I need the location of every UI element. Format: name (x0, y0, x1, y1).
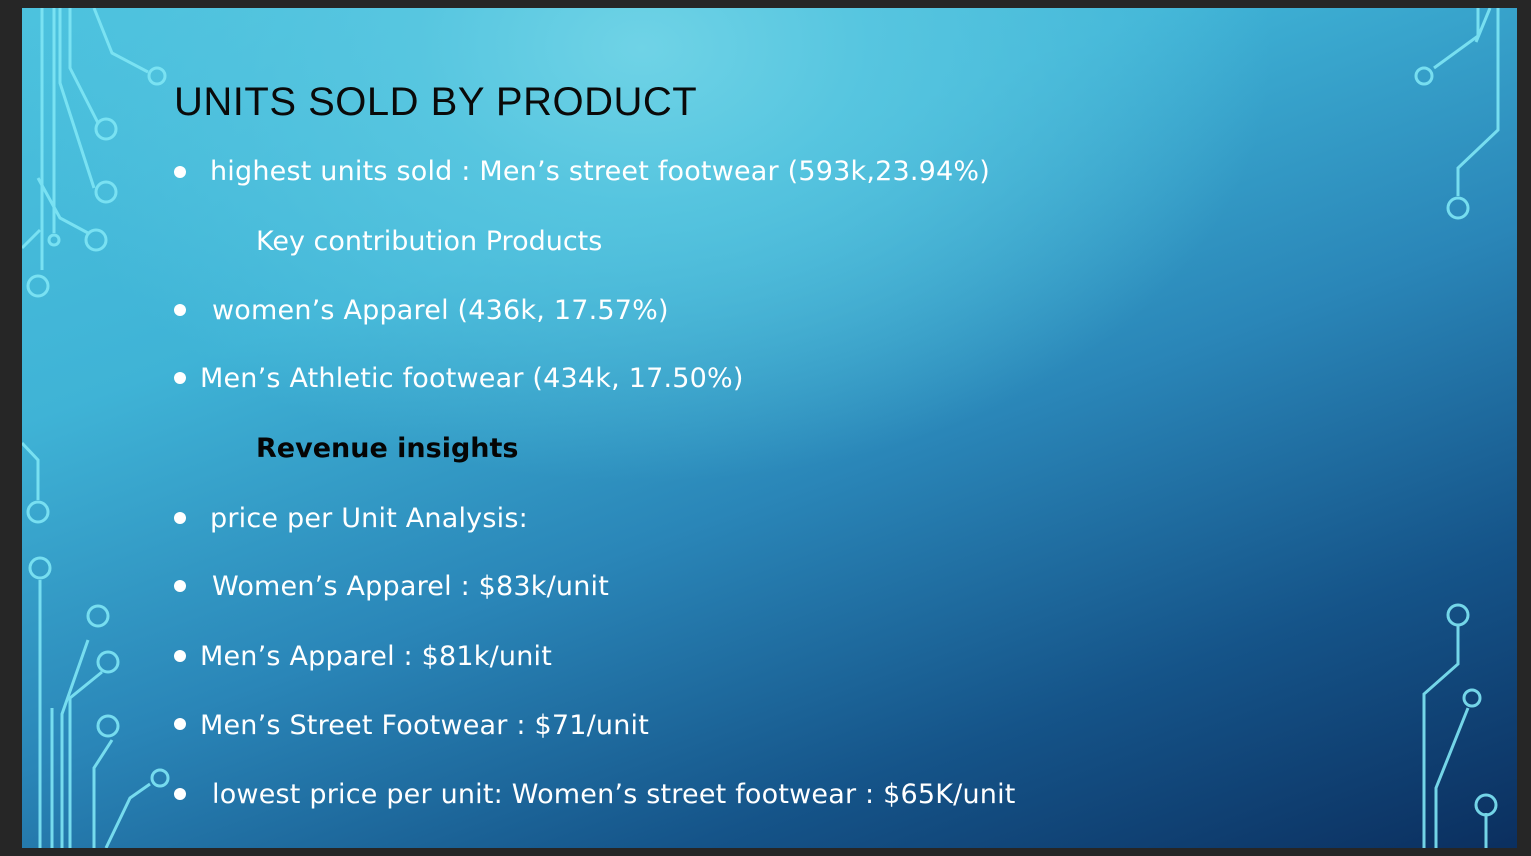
bullet-dot (174, 512, 186, 524)
slide: UNITS SOLD BY PRODUCT highest units sold… (22, 8, 1517, 848)
bullet-item: lowest price per unit: Women’s street fo… (212, 779, 1016, 810)
revenue-insights-heading: Revenue insights (256, 433, 519, 464)
bullet-dot (174, 788, 186, 800)
bullet-item: Men’s Apparel : $81k/unit (200, 641, 553, 672)
bullet-dot (174, 166, 186, 178)
bullet-item: Men’s Street Footwear : $71/unit (200, 710, 650, 741)
circuit-decoration (22, 8, 1500, 848)
bullet-dot (174, 580, 186, 592)
bullet-dot (174, 650, 186, 662)
slide-title: UNITS SOLD BY PRODUCT (174, 80, 698, 124)
bullet-item: women’s Apparel (436k, 17.57%) (212, 295, 669, 326)
bullet-item: Men’s Athletic footwear (434k, 17.50%) (200, 363, 744, 394)
bullet-dot (174, 718, 186, 730)
bullet-item: highest units sold : Men’s street footwe… (210, 156, 990, 187)
bullet-dot (174, 304, 186, 316)
bullet-item: price per Unit Analysis: (210, 503, 528, 534)
bullet-item: Women’s Apparel : $83k/unit (212, 571, 610, 602)
section-subheading: Key contribution Products (256, 226, 603, 257)
bullet-dot (174, 372, 186, 384)
